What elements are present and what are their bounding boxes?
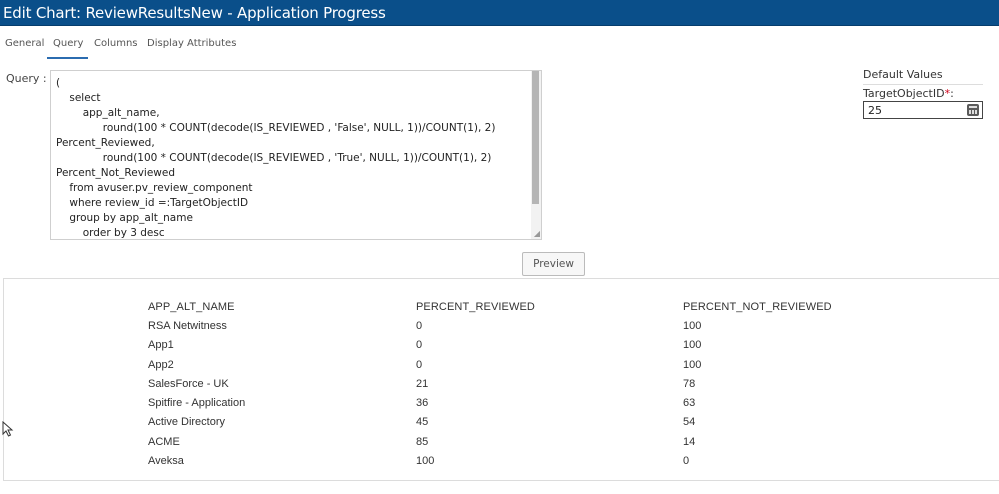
cell-percent-not-reviewed: 0 [683, 455, 690, 468]
resize-grip-icon[interactable]: ◢ [533, 229, 540, 238]
tab-general[interactable]: General [5, 38, 45, 49]
active-tab-indicator [47, 57, 88, 59]
cell-app-name: Active Directory [148, 416, 226, 429]
cell-percent-not-reviewed: 100 [683, 358, 702, 371]
table-row: App1 0 100 [148, 339, 883, 358]
cell-app-name: App2 [148, 358, 174, 371]
table-row: Active Directory 45 54 [148, 416, 883, 435]
cell-percent-reviewed: 0 [416, 320, 423, 332]
table-row: Spitfire - Application 36 63 [148, 397, 883, 416]
cell-percent-reviewed: 0 [416, 339, 423, 352]
cell-percent-reviewed: 21 [416, 377, 429, 390]
tab-columns[interactable]: Columns [94, 38, 138, 49]
table-header-row: APP_ALT_NAME PERCENT_REVIEWED PERCENT_NO… [148, 301, 883, 320]
param-label-suffix: : [950, 87, 954, 100]
results-panel: APP_ALT_NAME PERCENT_REVIEWED PERCENT_NO… [3, 278, 999, 481]
target-object-id-label: TargetObjectID*: [863, 87, 954, 100]
cell-percent-reviewed: 36 [416, 397, 429, 410]
cell-percent-not-reviewed: 54 [683, 416, 696, 429]
query-editor[interactable]: ( select app_alt_name, round(100 * COUNT… [50, 70, 542, 240]
window-titlebar: Edit Chart: ReviewResultsNew - Applicati… [0, 0, 999, 26]
cell-app-name: Spitfire - Application [148, 397, 246, 410]
cell-percent-reviewed: 45 [416, 416, 429, 429]
preview-button[interactable]: Preview [522, 252, 585, 276]
default-values-title: Default Values [863, 68, 943, 81]
query-text[interactable]: ( select app_alt_name, round(100 * COUNT… [56, 77, 496, 239]
table-row: RSA Netwitness 0 100 [148, 320, 883, 339]
results-table: APP_ALT_NAME PERCENT_REVIEWED PERCENT_NO… [148, 301, 883, 474]
cell-app-name: App1 [148, 339, 174, 352]
cell-percent-reviewed: 100 [416, 455, 435, 468]
cell-app-name: Aveksa [148, 455, 184, 468]
cell-percent-reviewed: 0 [416, 358, 423, 371]
param-label-text: TargetObjectID [863, 87, 945, 100]
cell-percent-not-reviewed: 100 [683, 339, 702, 352]
cell-percent-not-reviewed: 100 [683, 320, 702, 332]
table-row: App2 0 100 [148, 359, 883, 378]
cell-percent-not-reviewed: 78 [683, 377, 696, 390]
column-header-app-alt-name: APP_ALT_NAME [148, 301, 235, 313]
required-mark: * [944, 87, 951, 100]
column-header-percent-not-reviewed: PERCENT_NOT_REVIEWED [683, 301, 832, 313]
cell-percent-not-reviewed: 63 [683, 397, 696, 410]
cell-app-name: SalesForce - UK [148, 377, 229, 390]
cell-percent-not-reviewed: 14 [683, 435, 696, 448]
target-object-id-input[interactable] [863, 101, 983, 119]
column-header-percent-reviewed: PERCENT_REVIEWED [416, 301, 535, 313]
tab-query[interactable]: Query [53, 38, 84, 49]
calculator-icon[interactable] [967, 104, 979, 116]
query-scrollbar-thumb[interactable] [532, 71, 539, 204]
query-label: Query : [6, 72, 47, 85]
tab-display-attributes[interactable]: Display Attributes [147, 38, 237, 49]
table-row: Aveksa 100 0 [148, 455, 883, 474]
table-row: ACME 85 14 [148, 436, 883, 455]
tab-bar: General Query Columns Display Attributes [0, 34, 999, 60]
cell-percent-reviewed: 85 [416, 435, 429, 448]
query-scrollbar[interactable] [531, 71, 541, 239]
table-row: SalesForce - UK 21 78 [148, 378, 883, 397]
cell-app-name: RSA Netwitness [148, 320, 227, 332]
window-title: Edit Chart: ReviewResultsNew - Applicati… [3, 4, 386, 22]
cell-app-name: ACME [148, 435, 180, 448]
mouse-pointer-icon [2, 421, 14, 437]
default-values-divider [863, 84, 983, 85]
